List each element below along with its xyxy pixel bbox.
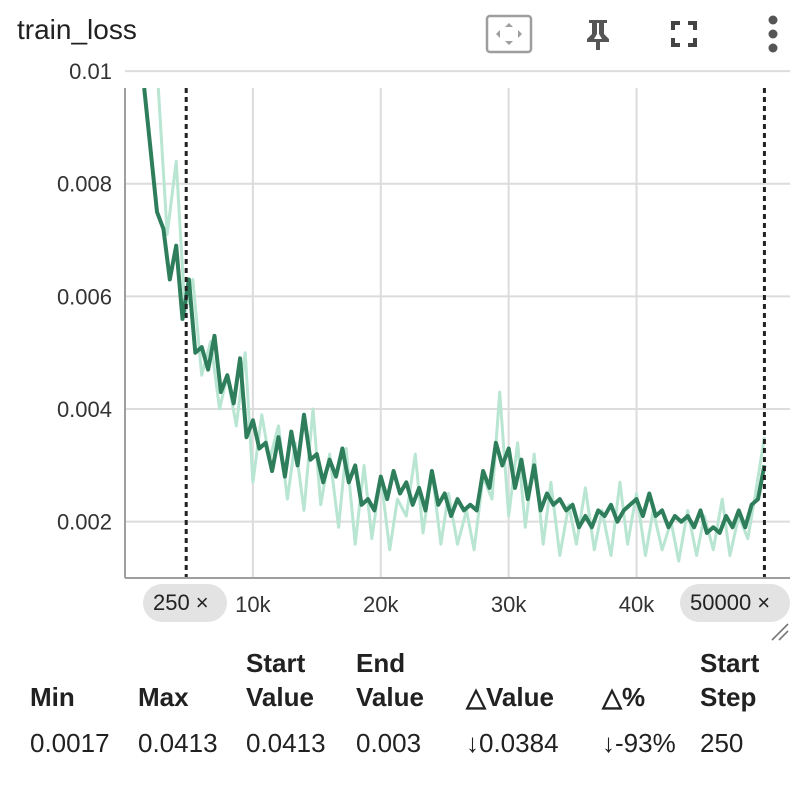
value-start-value: 0.0413 <box>246 728 326 758</box>
range-start-label: 250 <box>153 590 190 615</box>
y-tick-label: 0.01 <box>69 59 112 84</box>
close-icon[interactable]: × <box>757 590 771 615</box>
card-title: train_loss <box>17 14 137 45</box>
header-start-step-line1: Start <box>700 648 760 678</box>
step-selection-lines[interactable] <box>184 88 766 578</box>
header-start-value: Start Value <box>240 646 350 714</box>
x-tick-label: 10k <box>235 592 271 617</box>
fit-domain-icon[interactable] <box>484 12 534 56</box>
x-tick-label: 30k <box>491 592 527 617</box>
header-delta-value: △Value <box>466 682 554 712</box>
value-min: 0.0017 <box>30 728 110 758</box>
stats-value-row: 0.0017 0.0413 0.0413 0.003 ↓0.0384 ↓-93%… <box>24 714 765 759</box>
more-vert-icon[interactable] <box>756 12 790 56</box>
header-end-value: End Value <box>350 646 460 714</box>
y-tick-label: 0.008 <box>57 172 112 197</box>
y-tick-label: 0.002 <box>57 510 112 535</box>
header-start-value-line2: Value <box>246 682 314 712</box>
header-delta-pct: △% <box>602 682 646 712</box>
resize-handle-icon[interactable] <box>770 622 790 642</box>
value-delta-pct: ↓-93% <box>602 728 676 758</box>
range-start-chip[interactable]: 250 × <box>143 584 227 622</box>
fullscreen-icon[interactable] <box>664 12 704 56</box>
header-end-value-line1: End <box>356 648 406 678</box>
smoothed-series-line <box>142 88 767 535</box>
stats-header-row: Min Max Start Value End Value △Value △% … <box>24 646 765 714</box>
value-start-step: 250 <box>700 728 744 758</box>
raw-series-line <box>156 88 766 563</box>
header-min: Min <box>30 682 75 712</box>
chart-series <box>142 88 767 563</box>
header-max: Max <box>138 682 189 712</box>
y-tick-label: 0.006 <box>57 284 112 309</box>
y-tick-label: 0.004 <box>57 397 112 422</box>
y-axis-ticks: 0.002 0.004 0.006 0.008 0.01 <box>57 59 112 535</box>
value-delta-value: ↓0.0384 <box>466 728 559 758</box>
x-tick-label: 20k <box>363 592 399 617</box>
x-tick-label: 40k <box>619 592 655 617</box>
pin-icon[interactable] <box>580 12 616 56</box>
range-end-label: 50000 <box>690 590 752 615</box>
header-start-step: Start Step <box>694 646 765 714</box>
header-start-value-line1: Start <box>246 648 306 678</box>
header-end-value-line2: Value <box>356 682 424 712</box>
header-start-step-line2: Step <box>700 682 757 712</box>
line-chart[interactable]: 0.002 0.004 0.006 0.008 0.01 10k 20k 30k 40k <box>0 0 807 640</box>
close-icon[interactable]: × <box>195 590 209 615</box>
range-end-chip[interactable]: 50000 × <box>680 584 790 622</box>
value-end-value: 0.003 <box>356 728 422 758</box>
x-axis-ticks: 10k 20k 30k 40k <box>235 592 655 617</box>
stats-table: Min Max Start Value End Value △Value △% … <box>24 646 765 759</box>
value-max: 0.0413 <box>138 728 218 758</box>
